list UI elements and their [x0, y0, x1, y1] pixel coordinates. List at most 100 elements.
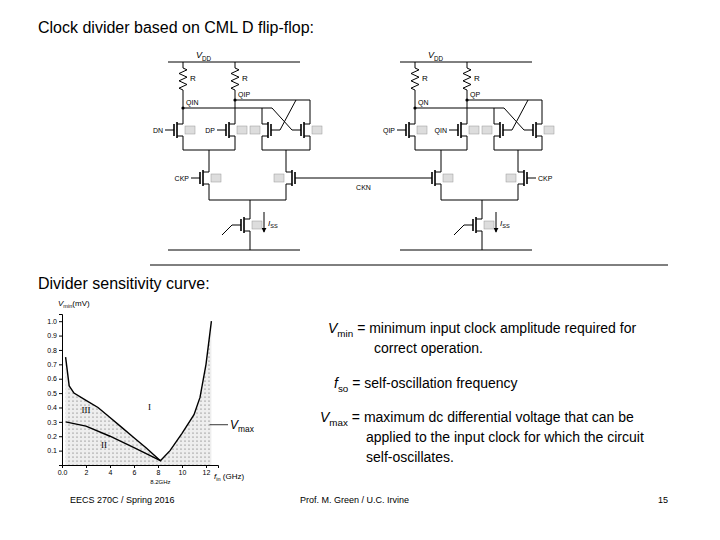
text-part: I	[148, 402, 151, 412]
tick-mark	[110, 465, 111, 468]
footer-center: Prof. M. Green / U.C. Irvine	[300, 495, 409, 505]
supply-rail	[400, 62, 532, 63]
channel	[228, 122, 230, 138]
bias-lead	[222, 225, 232, 235]
gate-lead	[292, 130, 301, 131]
text-part: QIN	[186, 99, 198, 107]
source	[203, 184, 209, 192]
series-line	[66, 422, 161, 461]
tick-mark	[206, 465, 207, 468]
size-tag	[544, 126, 554, 134]
annotation: Vmax	[230, 418, 255, 435]
wire	[286, 192, 287, 200]
tick: 0.7	[47, 361, 62, 368]
text-part: (mV)	[72, 299, 90, 308]
wire	[467, 90, 468, 116]
wire	[415, 62, 416, 68]
slide-canvas: Clock divider based on CML D flip-flop:V…	[0, 0, 720, 540]
wire	[542, 100, 543, 116]
tick: 0.3	[47, 419, 62, 426]
size-tag	[443, 174, 453, 182]
wire	[518, 192, 519, 200]
size-tag	[506, 174, 516, 182]
tick-label: 1.0	[47, 318, 57, 325]
transistor	[232, 211, 262, 239]
tick-mark	[134, 465, 135, 468]
text-part: = minimum input clock amplitude required…	[357, 320, 636, 336]
size-tag	[469, 126, 479, 134]
gate-lead	[191, 178, 200, 179]
load-label: R	[242, 74, 248, 83]
input-label: QIN	[435, 127, 447, 135]
tick-label: 0.7	[47, 361, 57, 368]
text-part: QIN	[435, 127, 447, 135]
wire	[183, 108, 272, 109]
separator	[150, 265, 668, 266]
channel	[499, 122, 501, 138]
annotation: 8.2GHz	[150, 479, 170, 485]
tick-mark	[59, 379, 62, 380]
junction	[413, 106, 416, 109]
definition-line: Vmin= minimum input clock amplitude requ…	[328, 320, 636, 339]
channel	[176, 122, 178, 138]
tick-label: 0.8	[47, 347, 57, 354]
tick: 1.0	[47, 318, 62, 325]
size-tag	[484, 221, 494, 229]
wire	[235, 62, 236, 68]
gate-lead	[271, 130, 280, 131]
transistor	[423, 164, 453, 192]
definition-line: fso= self-oscillation frequency	[334, 375, 518, 394]
circuit: VDDRRQINQIPDNDPISSVDDRRQNQPQIPQINISSCKPC…	[153, 50, 554, 250]
current-arrow	[264, 212, 265, 232]
tick-mark	[59, 407, 62, 408]
tick-label: 2	[85, 469, 89, 476]
definition-line: correct operation.	[374, 340, 483, 356]
transistor	[524, 116, 554, 144]
definition-line: applied to the input clock for which the…	[366, 429, 644, 445]
subtitle: Divider sensitivity curve:	[38, 275, 210, 292]
clock-label: CKN	[356, 184, 371, 191]
text-part: (GHz)	[221, 472, 245, 481]
tick-mark	[59, 336, 62, 337]
channel	[267, 122, 269, 138]
wire	[262, 144, 263, 150]
load-label: R	[422, 74, 428, 83]
subscript: SS	[270, 223, 278, 229]
wire	[441, 200, 518, 201]
size-tag	[185, 126, 195, 134]
text-part: CKP	[538, 175, 553, 182]
channel	[202, 170, 204, 186]
drain	[461, 116, 467, 124]
text-part: Divider sensitivity curve:	[38, 275, 210, 292]
text-part: QP	[470, 91, 480, 99]
text-part: DP	[205, 127, 215, 134]
tick: 12	[203, 465, 211, 476]
wire	[235, 100, 310, 101]
tick: 0.4	[47, 404, 62, 411]
text-part: EECS 270C / Spring 2016	[70, 495, 175, 505]
size-tag	[252, 221, 262, 229]
source	[536, 136, 542, 144]
page-number: 15	[658, 495, 668, 505]
input-label: DN	[153, 127, 163, 134]
tail-label: ISS	[500, 219, 510, 229]
source	[262, 136, 268, 144]
output-label: QIN	[186, 99, 198, 107]
wire	[310, 144, 311, 150]
source	[229, 136, 235, 144]
source	[304, 136, 310, 144]
tail-label: ISS	[268, 219, 278, 229]
slide: Clock divider based on CML D flip-flop:V…	[0, 0, 720, 540]
text-part: III	[82, 405, 91, 415]
supply-label: VDD	[196, 50, 212, 62]
text-part: correct operation.	[374, 340, 483, 356]
leader-line	[210, 424, 228, 425]
transistor	[292, 116, 322, 144]
axis-line	[59, 315, 63, 466]
junction	[233, 98, 236, 101]
gate-lead	[524, 130, 533, 131]
cross-wire	[504, 108, 524, 130]
tick: 4	[109, 465, 113, 476]
gate-lead	[527, 178, 536, 179]
wire	[183, 144, 184, 150]
